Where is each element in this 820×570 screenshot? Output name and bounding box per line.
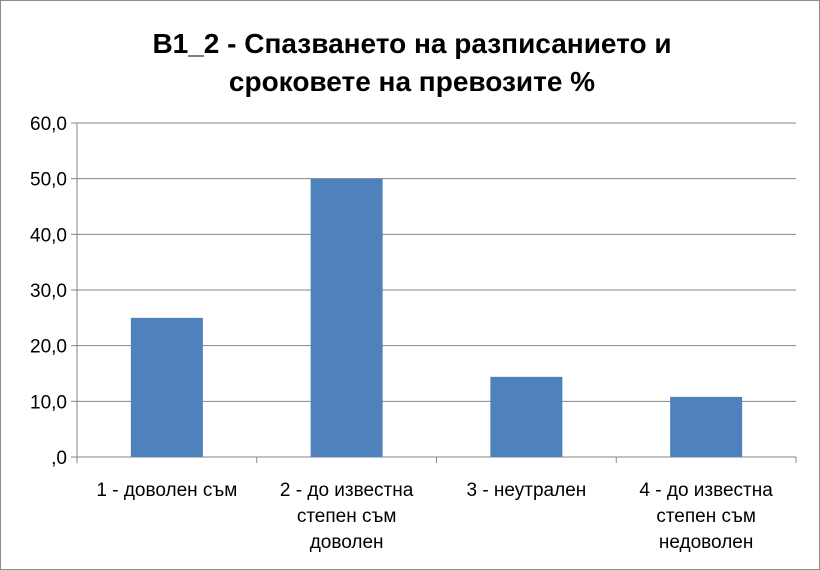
y-tick-label: 20,0 (30, 337, 67, 358)
x-category-labels: 1 - доволен съм 2 - до известна степен съм… (96, 480, 773, 553)
x-category-label-line: 3 - неутрален (466, 480, 586, 501)
x-category-label-line: степен съм (656, 506, 756, 527)
chart-title: B1_2 - Спазването на разписанието и срок… (152, 28, 671, 97)
x-category-label-line: 4 - до известна (639, 480, 773, 501)
bar (490, 376, 563, 457)
y-tick-label: 60,0 (30, 114, 67, 135)
y-tick-label: 50,0 (30, 170, 67, 191)
bars (130, 178, 743, 457)
x-category-label: 2 - до известна степен съм доволен (280, 480, 414, 553)
chart-title-line-2: сроковете на превозите % (229, 66, 595, 97)
x-category-label-line: недоволен (659, 532, 753, 553)
x-category-label-line: степен съм (297, 506, 397, 527)
x-category-label: 4 - до известна степен съм недоволен (639, 480, 773, 553)
x-category-label: 1 - доволен съм (96, 480, 237, 501)
chart-title-line-1: B1_2 - Спазването на разписанието и (152, 28, 671, 59)
y-tick-labels: ,0 10,0 20,0 30,0 40,0 50,0 60,0 (30, 114, 67, 469)
y-tick-label: 10,0 (30, 392, 67, 413)
y-tick-label: 40,0 (30, 225, 67, 246)
bar (310, 178, 383, 457)
x-category-label-line: 1 - доволен съм (96, 480, 237, 501)
y-tick-label: 30,0 (30, 281, 67, 302)
y-tick-label: ,0 (51, 448, 67, 469)
bar (670, 396, 743, 457)
bar (130, 317, 203, 457)
x-category-label-line: 2 - до известна (280, 480, 414, 501)
x-category-label-line: доволен (310, 532, 384, 553)
x-category-label: 3 - неутрален (466, 480, 586, 501)
